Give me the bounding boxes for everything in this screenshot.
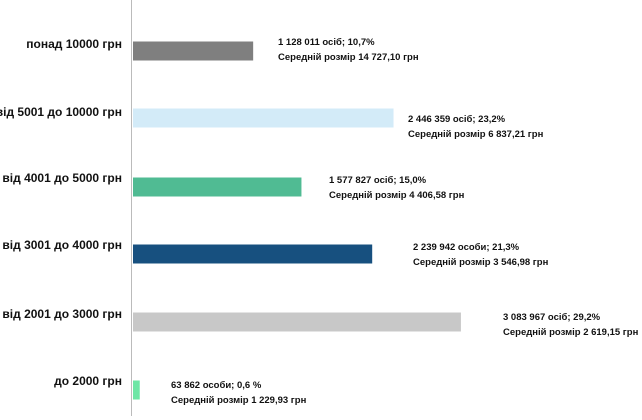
category-label: від 5001 до 10000 грн (0, 105, 122, 119)
bar (133, 244, 373, 264)
category-label: понад 10000 грн (26, 37, 122, 51)
bar (133, 41, 254, 61)
data-label-average: Середній розмір 4 406,58 грн (329, 190, 465, 201)
data-label-count: 2 446 359 осіб; 23,2% (408, 114, 506, 125)
data-label-average: Середній розмір 6 837,21 грн (408, 129, 544, 140)
bar (133, 380, 140, 400)
data-label-count: 3 083 967 осіб; 29,2% (503, 312, 601, 323)
category-label: від 4001 до 5000 грн (2, 171, 122, 185)
data-label-count: 63 862 особи; 0,6 % (171, 380, 262, 391)
bar (133, 312, 461, 332)
data-label-count: 1 577 827 осіб; 15,0% (329, 175, 427, 186)
data-label-count: 1 128 011 осіб; 10,7% (278, 37, 375, 48)
category-label: від 3001 до 4000 грн (2, 238, 122, 252)
bar (133, 177, 302, 197)
bar (133, 108, 394, 128)
category-label: від 2001 до 3000 грн (2, 307, 122, 321)
data-label-average: Середній розмір 2 619,15 грн (503, 327, 639, 338)
category-label: до 2000 грн (54, 374, 122, 388)
data-label-average: Середній розмір 1 229,93 грн (171, 395, 307, 406)
data-label-average: Середній розмір 14 727,10 грн (278, 52, 419, 63)
data-label-count: 2 239 942 особи; 21,3% (413, 242, 520, 253)
data-label-average: Середній розмір 3 546,98 грн (413, 257, 549, 268)
